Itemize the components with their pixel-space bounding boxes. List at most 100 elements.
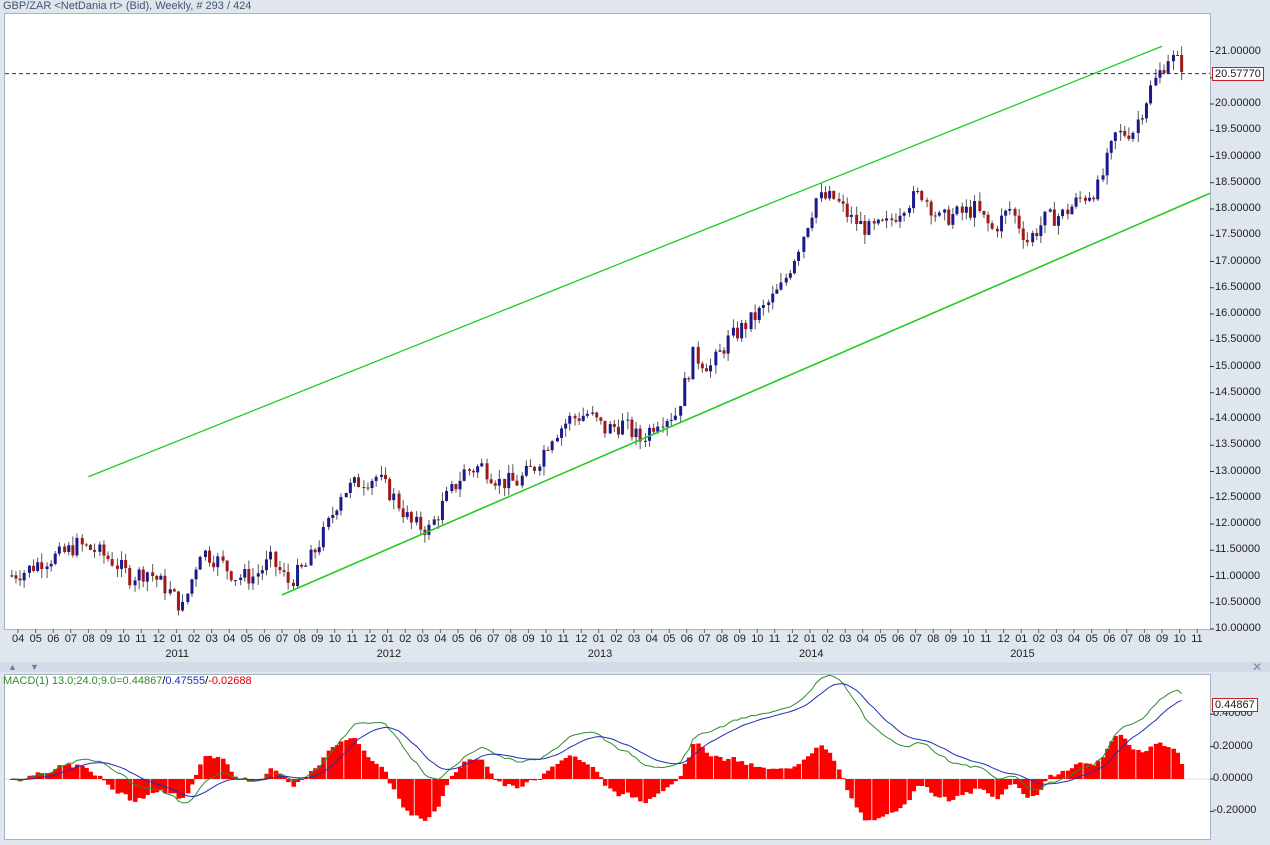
candle-body (485, 463, 489, 480)
candle-body (933, 215, 937, 217)
macd-histogram-bar (722, 760, 727, 779)
price-tick-label: 11.00000 (1215, 569, 1261, 582)
candle-body (80, 537, 84, 545)
month-tick-label: 12 (152, 633, 166, 645)
candle-body (128, 568, 132, 586)
macd-histogram-bar (168, 779, 173, 794)
candle-body (1078, 197, 1082, 199)
month-tick-label: 01 (804, 633, 817, 645)
month-tick-label: 08 (927, 633, 940, 645)
macd-histogram-bar (915, 779, 921, 786)
macd-histogram-bar (203, 756, 208, 779)
macd-histogram-bar (1144, 751, 1149, 779)
candle-body (49, 563, 53, 567)
macd-histogram-bar (678, 776, 684, 779)
macd-histogram-bar (942, 779, 948, 797)
price-tick-label: 15.00000 (1215, 359, 1261, 372)
macd-histogram-bar (770, 768, 776, 779)
candle-body (75, 537, 79, 556)
candle-body (591, 412, 595, 414)
close-icon[interactable]: ✕ (1252, 660, 1263, 674)
candle-body (568, 415, 572, 424)
candle-body (973, 201, 977, 218)
candle-body (687, 378, 691, 380)
macd-histogram-bar (374, 763, 379, 779)
month-tick-label: 10 (962, 633, 975, 645)
candle-body (673, 415, 677, 420)
macd-histogram-bar (726, 758, 731, 779)
macd-histogram-bar (788, 768, 793, 779)
macd-histogram-bar (462, 761, 467, 779)
candle-body (1162, 70, 1166, 74)
macd-histogram-bar (981, 779, 987, 790)
macd-histogram-bar (1052, 776, 1057, 779)
candle-body (740, 322, 744, 339)
candle-body (344, 492, 348, 498)
candle-body (709, 365, 713, 372)
candle-body (18, 578, 22, 581)
month-tick-label: 08 (1138, 633, 1151, 645)
macd-histogram-bar (972, 779, 978, 789)
price-tick-label: 14.00000 (1215, 412, 1261, 424)
macd-histogram-bar (313, 768, 318, 779)
candle-body (585, 413, 589, 416)
candle-body (581, 415, 585, 421)
candle-body (172, 589, 176, 592)
macd-histogram-bar (902, 779, 907, 805)
candle-body (925, 200, 929, 202)
panel-splitter[interactable] (0, 662, 1270, 672)
price-tick-label: 20.00000 (1215, 97, 1261, 109)
candle-body (1070, 206, 1074, 215)
macd-histogram-bar (977, 779, 983, 789)
candle-body (141, 569, 145, 582)
macd-histogram-bar (141, 779, 146, 799)
macd-histogram-bar (766, 769, 772, 779)
candle-body (859, 220, 863, 225)
candle-body (1048, 209, 1052, 212)
candle-body (1131, 133, 1135, 139)
macd-histogram-bar (831, 760, 837, 779)
candle-body (317, 547, 321, 553)
macd-histogram-bar (612, 779, 617, 792)
macd-tick-label: -0.20000 (1213, 804, 1257, 817)
candle-body (198, 556, 202, 570)
month-tick-label: 01 (170, 633, 183, 645)
year-label: 2012 (376, 648, 402, 660)
price-tick-label: 19.50000 (1215, 123, 1261, 136)
month-tick-label: 05 (240, 633, 254, 645)
macd-histogram-bar (436, 779, 441, 807)
candle-body (1017, 215, 1021, 229)
macd-histogram-bar (889, 779, 895, 813)
macd-histogram-bar (757, 766, 762, 779)
candle-body (990, 223, 994, 229)
price-chart-panel[interactable] (4, 13, 1211, 630)
macd-histogram-bar (1148, 746, 1154, 779)
candle-body (714, 351, 718, 366)
month-tick-label: 10 (328, 633, 342, 645)
collapse-up-icon[interactable]: ▲ (8, 662, 17, 672)
candle-body (806, 228, 810, 237)
month-tick-label: 08 (504, 633, 518, 645)
candle-body (630, 419, 634, 438)
macd-histogram-bar (686, 757, 692, 779)
candle-body (515, 480, 519, 486)
macd-histogram-bar (872, 779, 877, 821)
candle-body (84, 544, 88, 546)
macd-histogram-bar (207, 755, 213, 779)
macd-histogram-bar (823, 749, 829, 779)
macd-histogram-bar (321, 757, 326, 779)
macd-histogram-bar (405, 779, 410, 811)
macd-current-label: 0.44867 (1212, 698, 1258, 712)
candle-body (397, 493, 401, 509)
candle-body (71, 545, 75, 556)
candle-body (779, 282, 783, 290)
macd-histogram-bar (70, 767, 76, 779)
macd-histogram-bar (286, 779, 291, 783)
macd-histogram-bar (629, 779, 635, 798)
month-tick-label: 04 (645, 633, 658, 645)
candle-body (264, 559, 268, 571)
macd-histogram-bar (295, 779, 301, 783)
year-label: 2013 (587, 648, 613, 660)
month-tick-label: 07 (909, 633, 922, 645)
expand-down-icon[interactable]: ▼ (30, 662, 39, 672)
